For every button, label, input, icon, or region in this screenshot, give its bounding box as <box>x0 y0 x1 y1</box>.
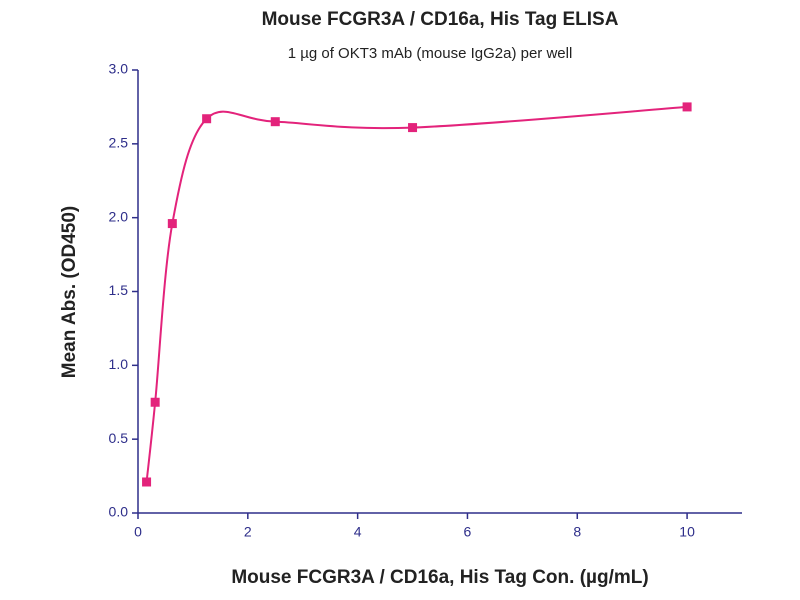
y-tick-label: 1.0 <box>109 356 129 372</box>
y-tick-label: 0.5 <box>109 430 129 446</box>
x-tick-label: 10 <box>679 524 695 540</box>
data-point <box>150 397 160 407</box>
data-point <box>167 219 177 229</box>
data-point <box>682 102 692 112</box>
x-tick-label: 8 <box>573 524 581 540</box>
chart-subtitle: 1 µg of OKT3 mAb (mouse IgG2a) per well <box>288 45 573 62</box>
y-tick-label: 2.0 <box>109 208 129 224</box>
data-point <box>270 117 280 127</box>
fit-curve <box>145 105 688 483</box>
x-tick-label: 4 <box>354 524 362 540</box>
chart-title: Mouse FCGR3A / CD16a, His Tag ELISA <box>262 9 619 30</box>
data-point <box>202 114 212 124</box>
y-tick-label: 2.5 <box>109 135 129 151</box>
y-axis-label: Mean Abs. (OD450) <box>59 206 80 378</box>
y-tick-label: 0.0 <box>109 504 129 520</box>
data-point <box>142 477 152 487</box>
y-tick-label: 3.0 <box>109 61 129 77</box>
x-tick-label: 0 <box>134 524 142 540</box>
y-tick-label: 1.5 <box>109 282 129 298</box>
x-tick-label: 6 <box>464 524 472 540</box>
data-point <box>408 123 418 133</box>
x-tick-label: 2 <box>244 524 252 540</box>
x-axis-label: Mouse FCGR3A / CD16a, His Tag Con. (µg/m… <box>231 567 648 588</box>
